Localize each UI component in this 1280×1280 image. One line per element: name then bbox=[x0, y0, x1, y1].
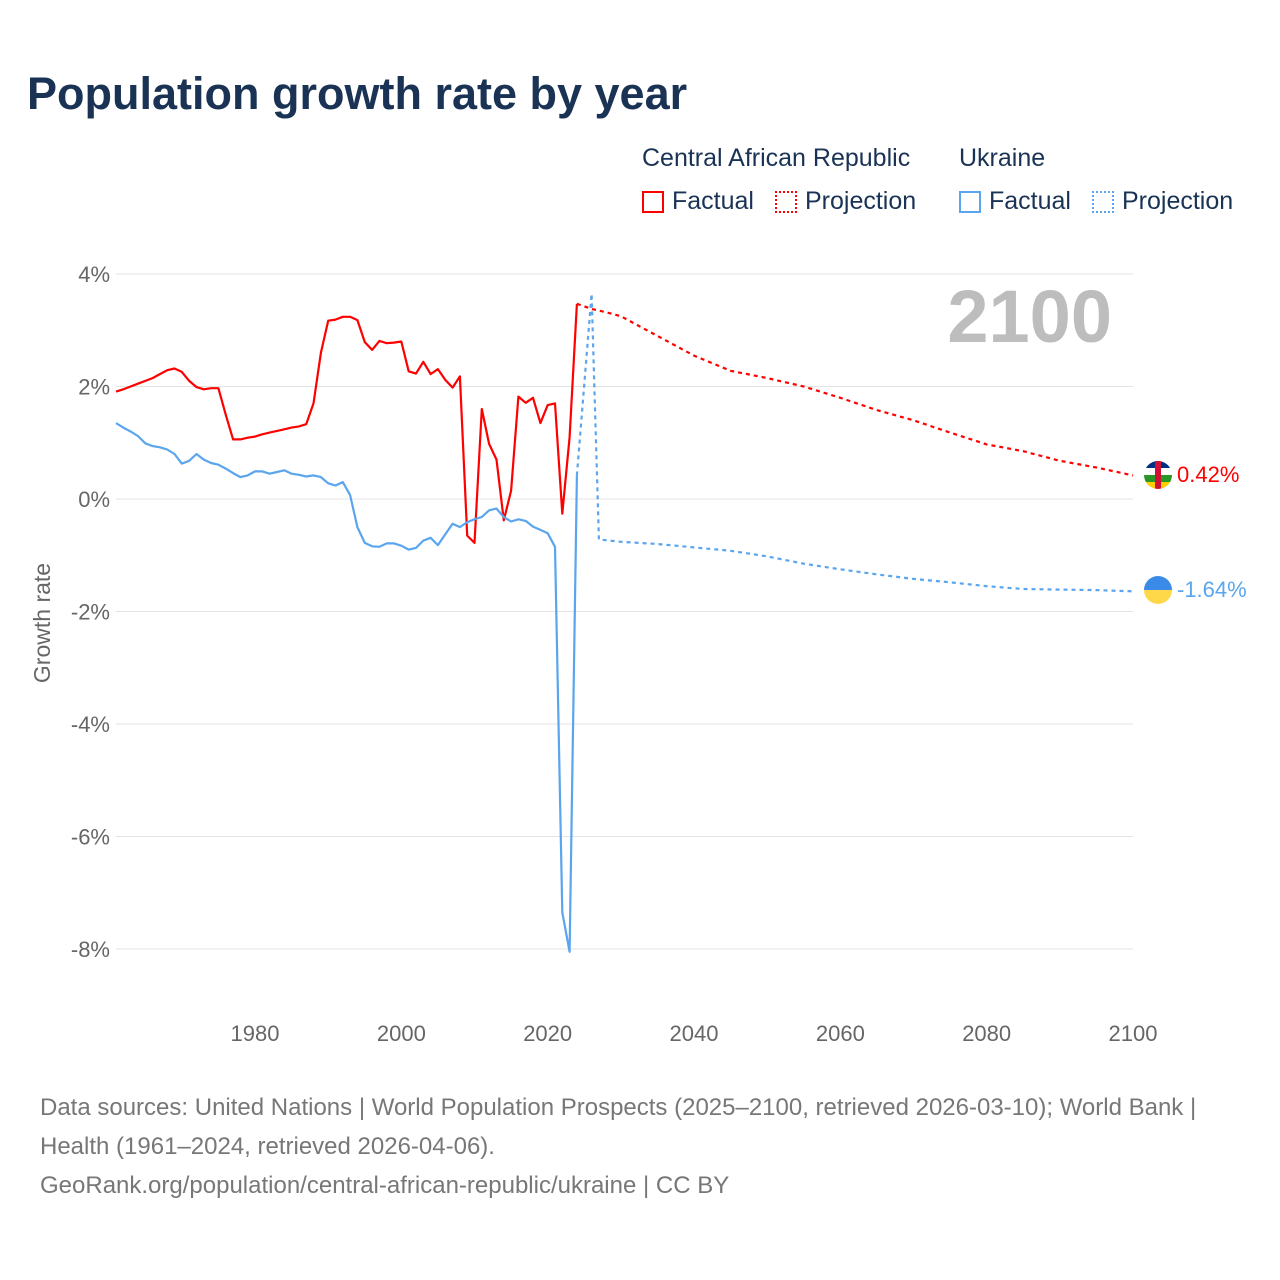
legend-ukraine-factual[interactable]: Factual bbox=[959, 187, 1071, 216]
solid-swatch-icon bbox=[959, 190, 981, 213]
x-tick-label: 2060 bbox=[816, 1021, 865, 1046]
legend-label: Factual bbox=[989, 187, 1071, 215]
x-tick-label: 2100 bbox=[1109, 1021, 1158, 1046]
legend-label: Factual bbox=[672, 187, 754, 215]
y-axis-label: Growth rate bbox=[29, 563, 55, 683]
y-tick-label: 2% bbox=[78, 375, 110, 400]
ukraine-flag-icon bbox=[1144, 576, 1172, 604]
ukraine-factualline bbox=[115, 422, 578, 953]
x-tick-label: 2080 bbox=[962, 1021, 1011, 1046]
page-title: Population growth rate by year bbox=[27, 68, 688, 119]
y-tick-label: -4% bbox=[71, 712, 110, 737]
legend-car-projection[interactable]: Projection bbox=[775, 187, 916, 216]
legend-label: Projection bbox=[1122, 187, 1234, 215]
x-tick-label: 1980 bbox=[231, 1021, 280, 1046]
credit-link[interactable]: GeoRank.org/population/central-african-r… bbox=[40, 1172, 730, 1199]
legend-group-ukraine: Ukraine bbox=[959, 144, 1046, 172]
legend-group-car: Central African Republic bbox=[642, 144, 911, 172]
solid-swatch-icon bbox=[642, 190, 664, 213]
y-tick-label: 4% bbox=[78, 262, 110, 287]
legend-ukraine-projection[interactable]: Projection bbox=[1092, 187, 1233, 216]
car-end-label: 0.42% bbox=[1177, 462, 1239, 487]
x-tick-label: 2040 bbox=[670, 1021, 719, 1046]
x-tick-label: 2020 bbox=[523, 1021, 572, 1046]
ukraine-end-label: -1.64% bbox=[1177, 577, 1247, 602]
legend-car-factual[interactable]: Factual bbox=[642, 187, 754, 216]
y-tick-label: -8% bbox=[71, 937, 110, 962]
central-african-republic-projectionline bbox=[576, 302, 1134, 477]
car-flag-icon bbox=[1144, 461, 1172, 489]
y-tick-label: 0% bbox=[78, 487, 110, 512]
y-tick-label: -2% bbox=[71, 600, 110, 625]
year-watermark: 2100 bbox=[947, 275, 1112, 358]
dotted-swatch-icon bbox=[775, 190, 797, 213]
footer: Data sources: United Nations | World Pop… bbox=[40, 1088, 1240, 1205]
y-tick-label: -6% bbox=[71, 825, 110, 850]
dotted-swatch-icon bbox=[1092, 190, 1114, 213]
central-african-republic-factualline bbox=[115, 303, 578, 544]
legend-label: Projection bbox=[805, 187, 917, 215]
line-chart: 4% 2% 0% -2% -4% -6% -8% 1980 2000 2020 2040 2060 20… bbox=[29, 262, 1247, 1046]
x-tick-label: 2000 bbox=[377, 1021, 426, 1046]
data-sources: Data sources: United Nations | World Pop… bbox=[40, 1094, 1197, 1160]
